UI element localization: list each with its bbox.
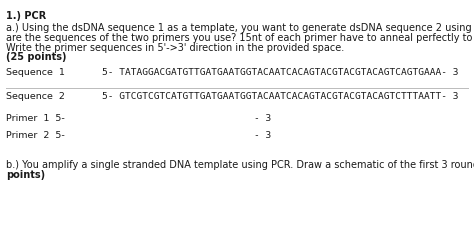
Text: (25 points): (25 points) xyxy=(6,52,66,62)
Text: 5- GTCGTCGTCATGTTGATGAATGGTACAATCACAGTACGTACGTACAGTCTTTAATT- 3: 5- GTCGTCGTCATGTTGATGAATGGTACAATCACAGTAC… xyxy=(102,92,458,101)
Text: points): points) xyxy=(6,170,45,180)
Text: Sequence  1: Sequence 1 xyxy=(6,68,64,77)
Text: a.) Using the dsDNA sequence 1 as a template, you want to generate dsDNA sequenc: a.) Using the dsDNA sequence 1 as a temp… xyxy=(6,23,474,33)
Text: Primer  1  5-: Primer 1 5- xyxy=(6,114,64,123)
Text: - 3: - 3 xyxy=(254,131,271,140)
Text: Write the primer sequences in 5'->3' direction in the provided space.: Write the primer sequences in 5'->3' dir… xyxy=(6,43,344,52)
Text: are the sequences of the two primers you use? 15nt of each primer have to anneal: are the sequences of the two primers you… xyxy=(6,33,474,43)
Text: Primer  2  5-: Primer 2 5- xyxy=(6,131,64,140)
Text: - 3: - 3 xyxy=(254,114,271,123)
Text: Sequence  2: Sequence 2 xyxy=(6,92,64,101)
Text: 1.) PCR: 1.) PCR xyxy=(6,11,46,21)
Text: 5- TATAGGACGATGTTGATGAATGGTACAATCACAGTACGTACGTACAGTCAGTGAAA- 3: 5- TATAGGACGATGTTGATGAATGGTACAATCACAGTAC… xyxy=(102,68,458,77)
Text: b.) You amplify a single stranded DNA template using PCR. Draw a schematic of th: b.) You amplify a single stranded DNA te… xyxy=(6,160,474,170)
